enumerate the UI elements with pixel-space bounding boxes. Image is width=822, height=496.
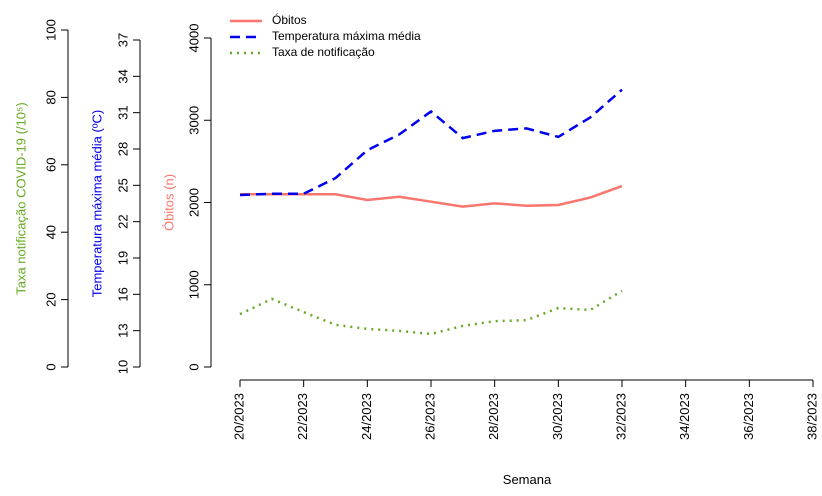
y-axis-label: Taxa notificação COVID-19 (/10⁵) bbox=[13, 102, 28, 295]
y-axis-label: Óbitos (n) bbox=[161, 174, 176, 231]
y-tick-label: 80 bbox=[43, 90, 58, 104]
line-series bbox=[239, 289, 623, 336]
y-tick-label: 31 bbox=[115, 105, 130, 119]
y-tick-label: 13 bbox=[115, 323, 130, 337]
x-tick-label: 22/2023 bbox=[295, 393, 310, 440]
y-tick-label: 10 bbox=[115, 360, 130, 374]
x-tick-label: 30/2023 bbox=[550, 393, 565, 440]
y-tick-label: 34 bbox=[115, 69, 130, 83]
y-tick-label: 4000 bbox=[186, 24, 201, 53]
x-tick-label: 32/2023 bbox=[613, 393, 628, 440]
legend-label: Óbitos bbox=[272, 12, 307, 27]
line-series bbox=[240, 184, 623, 208]
x-tick-label: 28/2023 bbox=[486, 393, 501, 440]
y-tick-label: 60 bbox=[43, 158, 58, 172]
y-tick-label: 0 bbox=[43, 363, 58, 370]
y-tick-label: 40 bbox=[43, 225, 58, 239]
y-tick-label: 3000 bbox=[186, 106, 201, 135]
y-tick-label: 0 bbox=[186, 363, 201, 370]
y-tick-label: 25 bbox=[115, 178, 130, 192]
x-tick-label: 36/2023 bbox=[741, 393, 756, 440]
y-tick-label: 22 bbox=[115, 214, 130, 228]
x-tick-label: 26/2023 bbox=[422, 393, 437, 440]
y-tick-label: 37 bbox=[115, 33, 130, 47]
y-tick-label: 19 bbox=[115, 251, 130, 265]
line-series bbox=[239, 88, 623, 197]
y-tick-label: 16 bbox=[115, 287, 130, 301]
y-axis-label: Temperatura máxima média (ºC) bbox=[89, 110, 104, 298]
x-axis-label: Semana bbox=[503, 472, 552, 487]
legend-label: Taxa de notificação bbox=[272, 45, 375, 59]
y-tick-label: 28 bbox=[115, 142, 130, 156]
legend-label: Temperatura máxima média bbox=[272, 29, 421, 43]
y-tick-label: 1000 bbox=[186, 270, 201, 299]
x-tick-label: 20/2023 bbox=[231, 393, 246, 440]
y-tick-label: 100 bbox=[43, 19, 58, 41]
y-tick-label: 20 bbox=[43, 292, 58, 306]
x-tick-label: 38/2023 bbox=[804, 393, 819, 440]
x-tick-label: 34/2023 bbox=[677, 393, 692, 440]
y-tick-label: 2000 bbox=[186, 188, 201, 217]
x-tick-label: 24/2023 bbox=[359, 393, 374, 440]
